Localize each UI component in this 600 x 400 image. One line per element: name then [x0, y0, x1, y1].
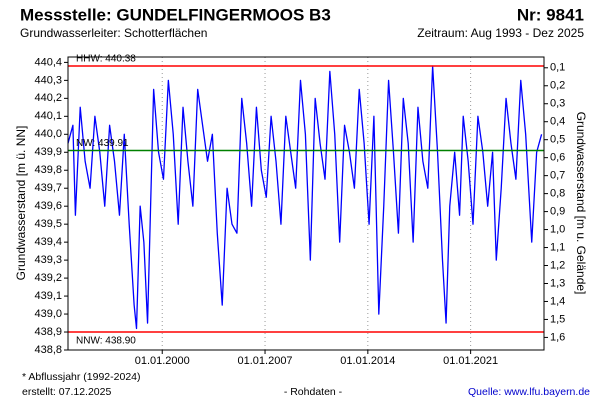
x-tick-label: 01.01.2000	[135, 355, 190, 367]
x-tick-label: 01.01.2014	[340, 355, 395, 367]
reference-label: HHW: 440.38	[76, 54, 136, 65]
y-tick-label: 439,0	[34, 308, 62, 320]
y2-tick-label: 1,6	[550, 331, 565, 343]
data-note: - Rohdaten -	[284, 386, 343, 398]
reference-label: NW: 439.91	[76, 138, 129, 149]
station-number: Nr: 9841	[517, 5, 584, 24]
y2-tick-label: 1,1	[550, 241, 565, 253]
y-tick-label: 439,8	[34, 164, 62, 176]
y-tick-label: 439,5	[34, 218, 62, 230]
x-tick-label: 01.01.2007	[238, 355, 293, 367]
y2-tick-label: 1,2	[550, 259, 565, 271]
y-tick-label: 439,4	[34, 236, 62, 248]
y-tick-label: 439,2	[34, 272, 62, 284]
chart-title: Messstelle: GUNDELFINGERMOOS B3	[20, 5, 331, 24]
plot-area	[68, 57, 544, 350]
x-tick-label: 01.01.2021	[443, 355, 498, 367]
y-tick-label: 438,8	[34, 344, 62, 356]
y-tick-label: 439,6	[34, 200, 62, 212]
y2-tick-label: 0,6	[550, 152, 565, 164]
y-tick-label: 438,9	[34, 326, 62, 338]
reference-label: NNW: 438.90	[76, 336, 136, 347]
y-tick-label: 440,0	[34, 128, 62, 140]
y2-tick-label: 0,9	[550, 205, 565, 217]
period: Zeitraum: Aug 1993 - Dez 2025	[417, 26, 584, 40]
y2-tick-label: 0,3	[550, 98, 565, 110]
y-tick-label: 439,3	[34, 254, 62, 266]
y-tick-label: 440,2	[34, 92, 62, 104]
y-tick-label: 439,1	[34, 290, 62, 302]
y2-tick-label: 0,8	[550, 188, 565, 200]
y2-tick-label: 1,5	[550, 313, 565, 325]
y2-tick-label: 0,2	[550, 80, 565, 92]
y-tick-label: 440,1	[34, 110, 62, 122]
y-tick-label: 439,9	[34, 146, 62, 158]
y2-tick-label: 1,3	[550, 277, 565, 289]
y2-tick-label: 0,4	[550, 116, 565, 128]
y2-axis-label: Grundwasserstand [m u. Gelände]	[574, 112, 588, 295]
y-tick-label: 440,3	[34, 74, 62, 86]
y2-tick-label: 1,4	[550, 295, 565, 307]
y-tick-label: 440,4	[34, 56, 62, 68]
y2-tick-label: 0,5	[550, 134, 565, 146]
y-axis-label: Grundwasserstand [m ü. NN]	[14, 126, 28, 281]
y-tick-label: 439,7	[34, 182, 62, 194]
y2-tick-label: 1,0	[550, 223, 565, 235]
series-line	[67, 65, 543, 330]
y2-tick-label: 0,1	[550, 62, 565, 74]
plot-border	[67, 56, 545, 351]
footnote: * Abflussjahr (1992-2024)	[22, 371, 141, 383]
aquifer: Grundwasserleiter: Schotterflächen	[20, 26, 207, 40]
source-link[interactable]: Quelle: www.lfu.bayern.de	[468, 386, 590, 398]
y2-tick-label: 0,7	[550, 170, 565, 182]
created-date: erstellt: 07.12.2025	[22, 386, 111, 398]
